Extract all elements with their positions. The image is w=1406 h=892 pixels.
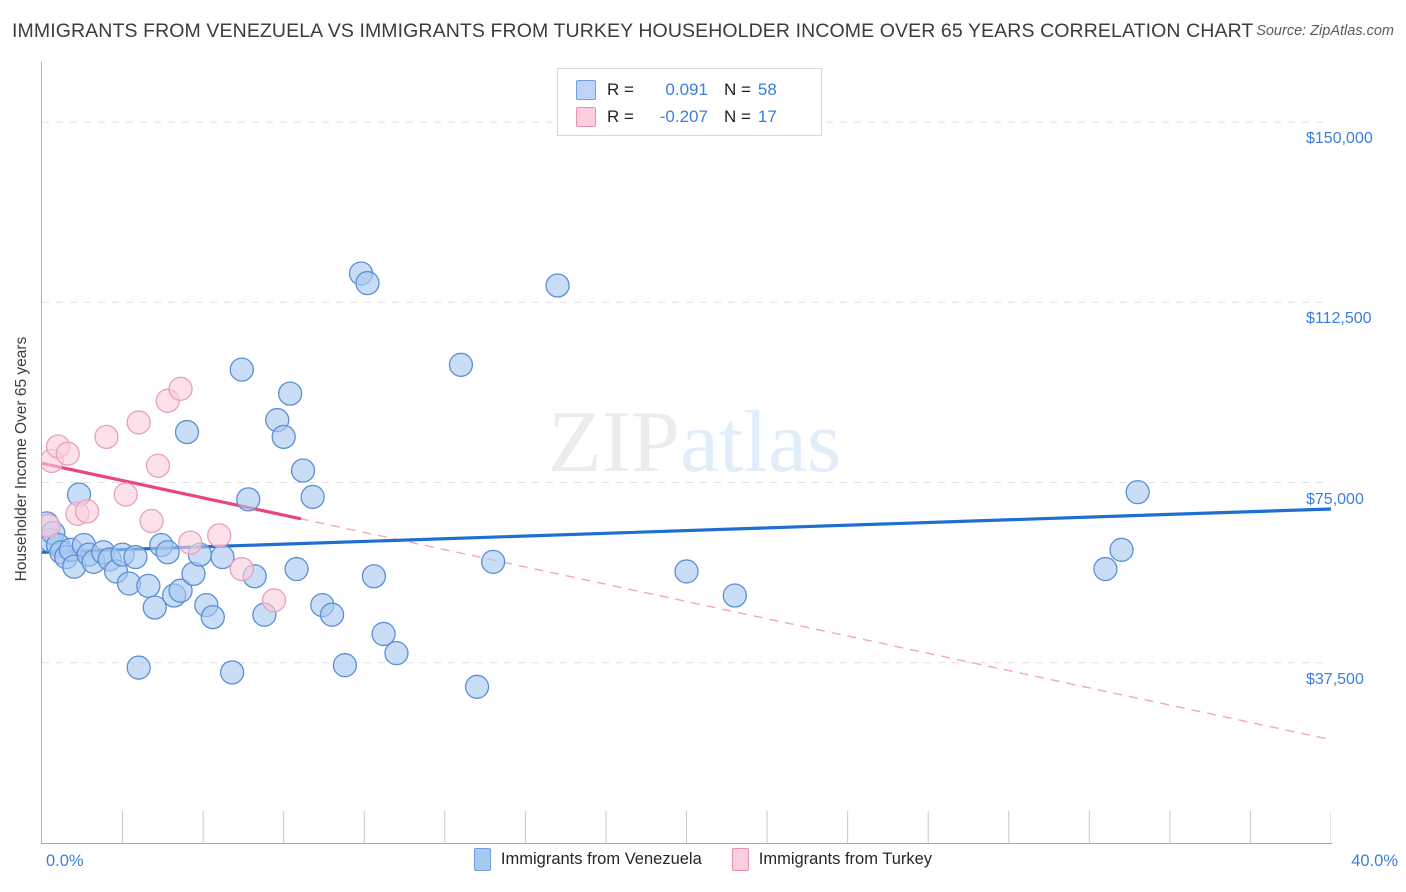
series-points-immigrants-from-venezuela	[42, 261, 1150, 699]
data-point[interactable]	[371, 621, 396, 647]
legend-color-swatch-turkey	[731, 848, 749, 871]
data-point[interactable]	[174, 419, 200, 445]
data-point[interactable]	[168, 376, 193, 401]
n-label: N =	[723, 106, 751, 126]
correlation-stats-legend: R = 0.091 N = 58 R = -0.207 N = 17	[557, 68, 822, 136]
data-point[interactable]	[113, 482, 138, 507]
data-point[interactable]	[464, 674, 490, 699]
data-point[interactable]	[139, 508, 164, 534]
data-point[interactable]	[674, 559, 699, 584]
data-point[interactable]	[236, 487, 261, 512]
scatter-svg	[42, 121, 1331, 843]
x-axis-min-label: 0.0%	[46, 852, 84, 870]
y-tick-label: $75,000	[1306, 490, 1364, 508]
data-point[interactable]	[319, 602, 345, 627]
data-point[interactable]	[219, 660, 245, 685]
data-point[interactable]	[290, 458, 316, 483]
data-point[interactable]	[1109, 537, 1134, 562]
data-point[interactable]	[168, 578, 193, 603]
legend-item-venezuela[interactable]: Immigrants from Venezuela	[473, 848, 702, 871]
data-point[interactable]	[355, 270, 380, 296]
r-value-venezuela: 0.091	[665, 79, 708, 99]
stats-row-turkey: R = -0.207 N = 17	[576, 103, 821, 130]
y-tick-label: $37,500	[1306, 670, 1364, 688]
data-point[interactable]	[207, 523, 232, 548]
data-point[interactable]	[136, 573, 161, 599]
series-legend: Immigrants from Venezuela Immigrants fro…	[0, 848, 1406, 871]
stats-row-venezuela: R = 0.091 N = 58	[576, 76, 821, 103]
r-label: R =	[607, 79, 634, 99]
data-point[interactable]	[126, 410, 151, 435]
legend-swatch-venezuela	[576, 79, 596, 100]
data-point[interactable]	[361, 564, 387, 589]
legend-label-turkey: Immigrants from Turkey	[758, 850, 933, 868]
page-title: IMMIGRANTS FROM VENEZUELA VS IMMIGRANTS …	[12, 20, 1254, 42]
legend-item-turkey[interactable]: Immigrants from Turkey	[731, 848, 933, 871]
x-axis-line	[41, 843, 1332, 844]
n-value-venezuela: 58	[757, 79, 777, 99]
y-tick-label: $150,000	[1306, 130, 1373, 148]
data-point[interactable]	[300, 484, 325, 510]
trendline-immigrants-from-venezuela	[42, 507, 1331, 554]
data-point[interactable]	[42, 513, 61, 538]
legend-label-venezuela: Immigrants from Venezuela	[500, 850, 702, 868]
data-point[interactable]	[55, 441, 80, 466]
data-point[interactable]	[178, 530, 203, 555]
data-point[interactable]	[74, 499, 100, 524]
data-point[interactable]	[155, 540, 180, 565]
data-point[interactable]	[1125, 480, 1150, 505]
data-point[interactable]	[261, 588, 287, 613]
legend-color-swatch-venezuela	[473, 848, 491, 871]
data-point[interactable]	[229, 556, 254, 582]
trendline-extension-immigrants-from-turkey	[299, 517, 1331, 741]
r-label: R =	[607, 106, 634, 126]
data-point[interactable]	[94, 424, 119, 450]
trendline-immigrants-from-turkey	[42, 461, 302, 521]
y-axis-line	[41, 62, 42, 844]
source-label: Source: ZipAtlas.com	[1256, 23, 1394, 39]
data-point[interactable]	[384, 641, 409, 666]
data-point[interactable]	[545, 273, 570, 298]
data-point[interactable]	[142, 595, 167, 620]
data-point[interactable]	[1093, 556, 1118, 582]
data-point[interactable]	[480, 549, 506, 574]
y-axis-title: Householder Income Over 65 years	[13, 336, 30, 582]
y-tick-label: $112,500	[1306, 310, 1372, 328]
n-value-turkey: 17	[757, 106, 777, 126]
data-point[interactable]	[123, 544, 148, 570]
data-point[interactable]	[145, 453, 171, 478]
data-point[interactable]	[200, 604, 225, 630]
data-point[interactable]	[126, 655, 151, 680]
data-point[interactable]	[284, 556, 309, 582]
data-point[interactable]	[448, 352, 474, 377]
legend-swatch-turkey	[576, 106, 596, 127]
data-point[interactable]	[271, 424, 296, 450]
r-value-turkey: -0.207	[659, 106, 708, 126]
series-points-immigrants-from-turkey	[42, 376, 287, 613]
data-point[interactable]	[277, 381, 303, 406]
x-axis-max-label: 40.0%	[1351, 852, 1398, 870]
data-point[interactable]	[229, 357, 254, 382]
data-point[interactable]	[332, 653, 358, 678]
n-label: N =	[723, 79, 751, 99]
data-point[interactable]	[722, 583, 747, 608]
plot-area	[42, 62, 1331, 843]
